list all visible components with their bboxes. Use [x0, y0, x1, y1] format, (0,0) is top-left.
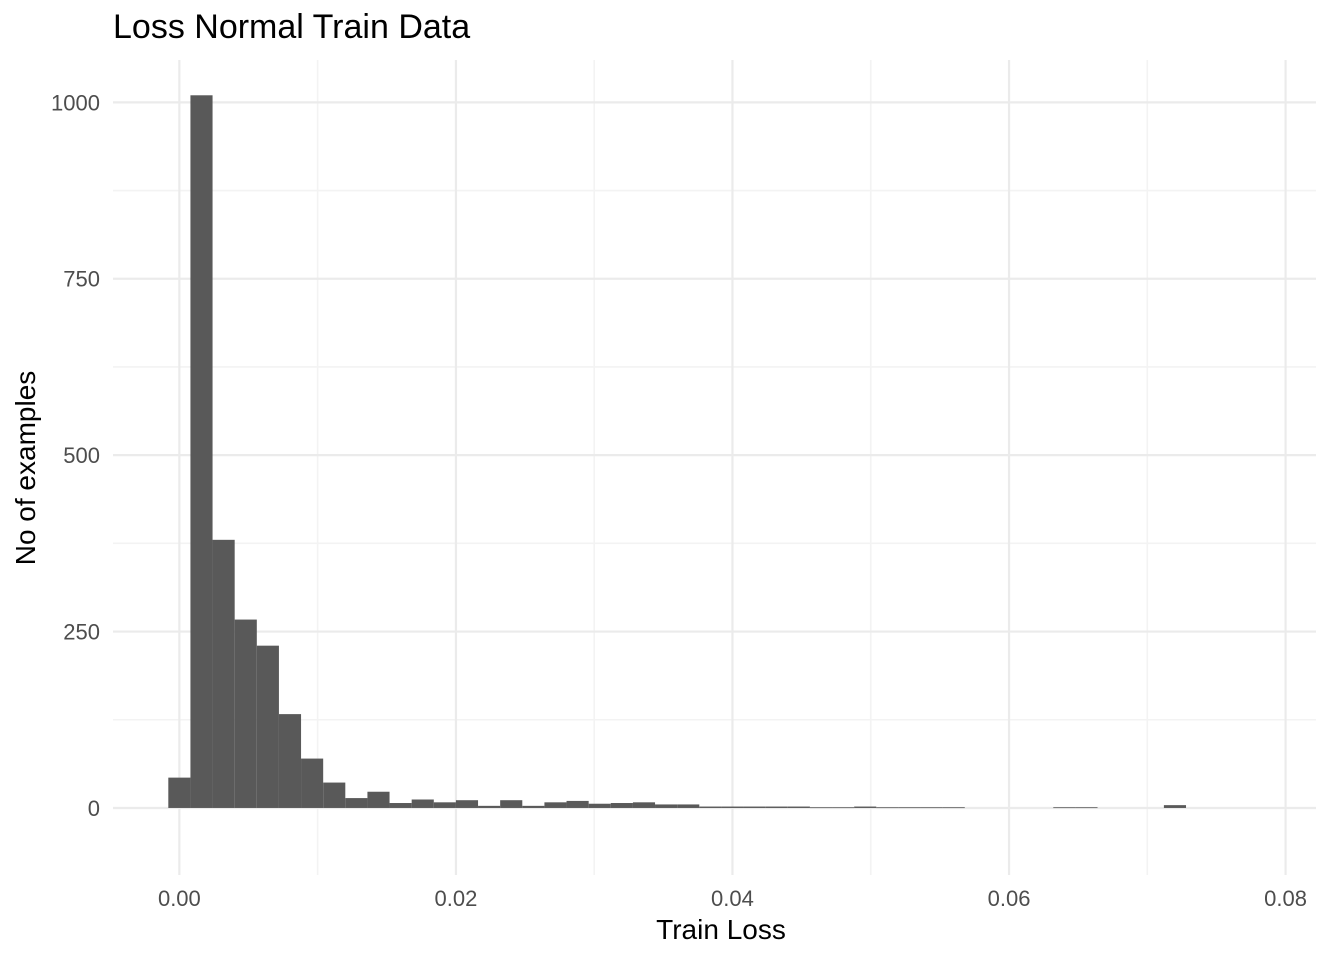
- histogram-bar: [1053, 807, 1076, 809]
- histogram-bar: [278, 714, 302, 808]
- chart-title: Loss Normal Train Data: [113, 8, 470, 46]
- histogram-bar: [610, 803, 633, 808]
- histogram-bar: [765, 806, 788, 808]
- x-tick-label: 0.00: [158, 886, 201, 911]
- histogram-bar: [942, 807, 965, 809]
- y-tick-label: 500: [63, 443, 100, 468]
- y-tick-label: 0: [88, 796, 100, 821]
- histogram-bar: [500, 800, 523, 808]
- histogram-bar: [898, 807, 921, 809]
- histogram-bar: [854, 806, 877, 808]
- histogram-bar: [455, 800, 479, 808]
- histogram-bar: [920, 807, 943, 809]
- histogram-bar: [234, 619, 257, 808]
- histogram-bar: [721, 806, 744, 808]
- histogram-bar: [411, 799, 434, 808]
- histogram-bars: [168, 95, 1187, 809]
- histogram-bar: [522, 805, 545, 808]
- histogram-bar: [433, 802, 456, 808]
- histogram-bar: [190, 95, 213, 808]
- histogram-bar: [345, 798, 368, 808]
- histogram-bar: [212, 539, 235, 808]
- x-tick-label: 0.04: [711, 886, 754, 911]
- x-axis-ticks: 0.00 0.02 0.04 0.06 0.08: [158, 886, 1307, 911]
- histogram-bar: [588, 803, 611, 808]
- histogram-bar: [323, 782, 346, 808]
- histogram-bar: [256, 645, 279, 808]
- y-axis-title: No of examples: [10, 371, 41, 566]
- histogram-bar: [478, 805, 501, 808]
- histogram-bar: [1075, 807, 1098, 809]
- histogram-bar: [544, 802, 567, 808]
- x-tick-label: 0.06: [988, 886, 1031, 911]
- y-tick-label: 250: [63, 620, 100, 645]
- y-axis-ticks: 0 250 500 750 1000: [51, 90, 100, 821]
- histogram-bar: [699, 806, 722, 808]
- y-tick-label: 750: [63, 267, 100, 292]
- x-tick-label: 0.08: [1264, 886, 1307, 911]
- histogram-bar: [787, 806, 810, 808]
- histogram-bar: [809, 807, 833, 809]
- histogram-bar: [832, 807, 855, 809]
- histogram-bar: [743, 806, 766, 808]
- x-axis-title: Train Loss: [656, 914, 786, 945]
- y-tick-label: 1000: [51, 90, 100, 115]
- histogram-bar: [677, 804, 700, 808]
- histogram-bar: [566, 800, 589, 808]
- histogram-bar: [876, 807, 899, 809]
- x-tick-label: 0.02: [435, 886, 478, 911]
- histogram-bar: [655, 804, 678, 808]
- histogram-bar: [301, 758, 324, 808]
- histogram-bar: [1163, 805, 1187, 808]
- histogram-bar: [367, 791, 390, 808]
- histogram-bar: [389, 803, 412, 808]
- histogram-bar: [632, 802, 656, 808]
- histogram-bar: [168, 777, 191, 808]
